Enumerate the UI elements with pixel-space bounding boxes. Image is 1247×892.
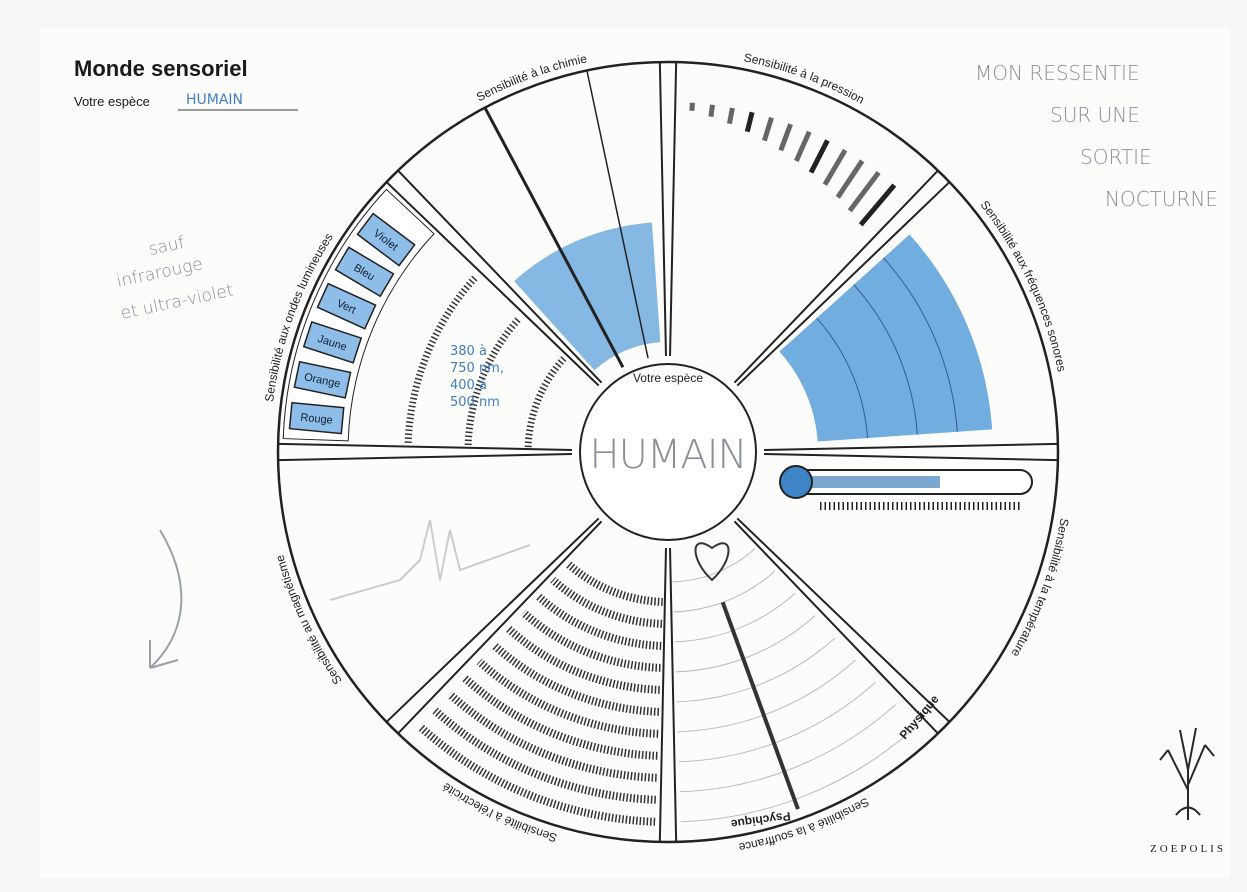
page: { "header": {"title": "Monde sensoriel",…	[0, 0, 1247, 892]
note-right: SUR UNE	[1050, 103, 1140, 127]
species-label: Votre espèce	[74, 94, 150, 109]
pressure-bar	[711, 105, 713, 117]
note-right: SORTIE	[1080, 145, 1152, 169]
note-light-range: 500 nm	[450, 395, 500, 410]
center-caption: Votre espèce	[633, 371, 703, 385]
pressure-bar	[729, 108, 732, 124]
note-right: NOCTURNE	[1105, 187, 1218, 211]
title: Monde sensoriel	[74, 56, 248, 81]
note-light-range: 400 à	[450, 378, 487, 393]
note-right: MON RESSENTIE	[975, 61, 1140, 85]
worksheet: Monde sensoriel Votre espèce HUMAIN Sens…	[0, 0, 1247, 892]
center-species: HUMAIN	[590, 432, 747, 478]
species-value: HUMAIN	[186, 92, 243, 108]
thermo-fill	[800, 476, 940, 488]
logo: ZOEPOLIS	[1150, 843, 1226, 855]
note-light-range: 750 nm,	[450, 361, 504, 376]
pressure-bar	[692, 103, 693, 111]
color-box: Rouge	[289, 403, 343, 434]
note-light-range: 380 à	[450, 344, 487, 359]
thermo-bulb	[780, 466, 812, 498]
